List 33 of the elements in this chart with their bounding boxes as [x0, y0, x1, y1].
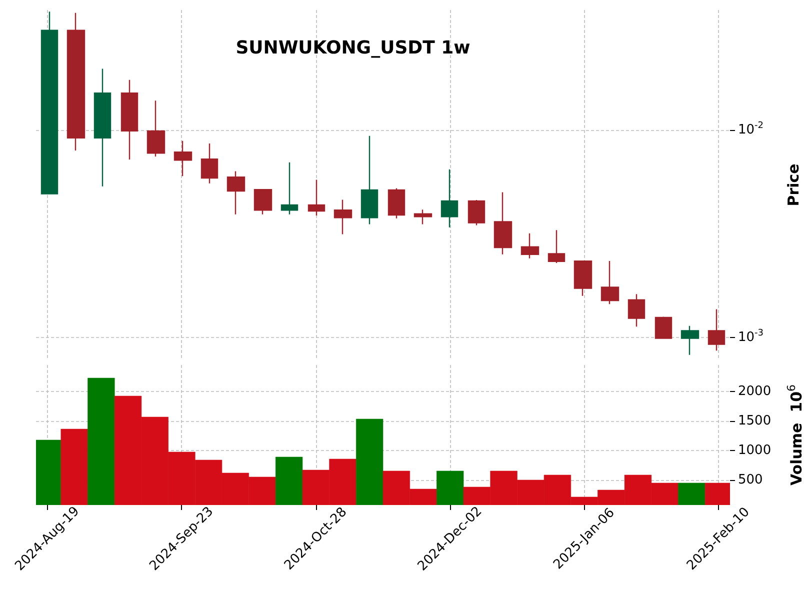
candlestick [708, 308, 726, 352]
candlestick [440, 168, 458, 228]
candlestick [254, 189, 272, 215]
candlestick [94, 68, 112, 188]
y-axis-title: Volume 106 [785, 384, 806, 486]
candlestick [120, 79, 138, 160]
candlestick [334, 199, 352, 235]
candlestick [414, 209, 432, 225]
candlestick [66, 12, 86, 152]
y-tick-label: 2000 [738, 384, 772, 400]
candlestick [174, 140, 192, 177]
candlestick [600, 260, 620, 305]
candlestick [388, 188, 406, 219]
candlestick [360, 135, 378, 225]
candlestick [680, 325, 700, 356]
candlestick [628, 294, 646, 328]
y-tick-label: 1000 [738, 443, 772, 458]
candlestick [548, 229, 566, 264]
candlestick [574, 260, 592, 296]
y-axis-title: Price [784, 164, 802, 206]
candlestick [146, 100, 166, 158]
candlestick [226, 170, 246, 215]
y-tick-label: 1500 [738, 414, 772, 429]
text: SUNWUKONG_USDT 1w [236, 38, 470, 58]
candlestick [280, 162, 298, 215]
candlestick [308, 179, 326, 216]
candlestick [200, 142, 218, 184]
candlestick [40, 11, 58, 194]
y-tick-label: 500 [738, 472, 763, 488]
candlestick [654, 316, 672, 339]
candlestick [520, 232, 540, 259]
candlestick [494, 192, 512, 255]
candlestick [468, 199, 486, 226]
